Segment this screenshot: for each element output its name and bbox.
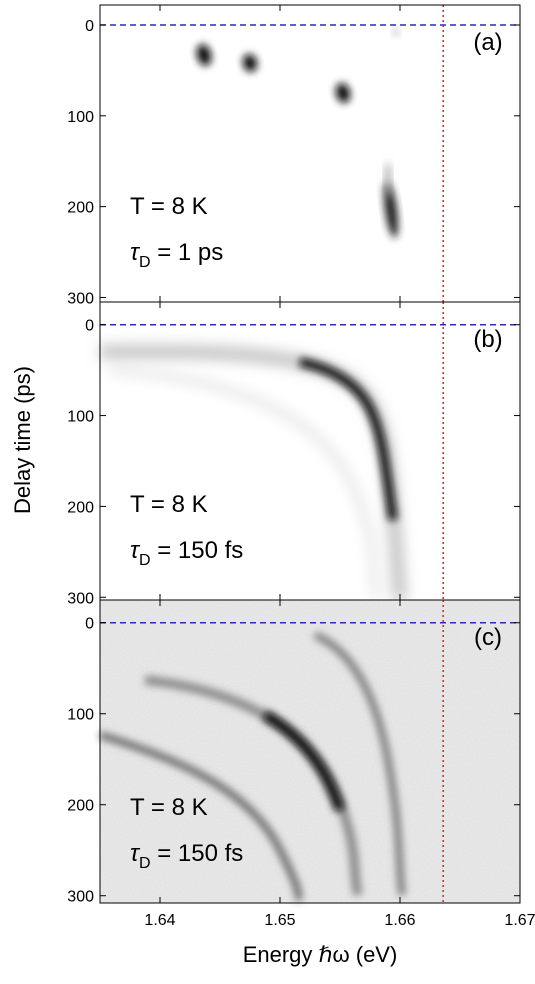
tau-subscript: D bbox=[139, 855, 151, 872]
panel-label: (a) bbox=[473, 29, 502, 56]
x-tick-label: 1.64 bbox=[144, 912, 175, 929]
x-axis-title: Energy ℏω (eV) bbox=[243, 942, 398, 967]
intensity-band bbox=[109, 367, 381, 601]
y-tick-label: 300 bbox=[67, 290, 94, 307]
panel: 0 100 200 300 1.64 1.65 1.66 1.67 (c) T = 8 K τD =… bbox=[67, 599, 535, 967]
y-tick-label: 100 bbox=[67, 109, 94, 126]
tau-value: = 150 fs bbox=[151, 840, 244, 867]
plot-area bbox=[100, 5, 520, 302]
x-tick-label: 1.66 bbox=[384, 912, 415, 929]
y-tick-label: 100 bbox=[67, 707, 94, 724]
intensity-band bbox=[299, 357, 398, 521]
x-tick-label: 1.67 bbox=[504, 912, 535, 929]
y-tick-label: 300 bbox=[67, 590, 94, 607]
temperature-label: T = 8 K bbox=[130, 491, 208, 518]
temperature-label: T = 8 K bbox=[130, 794, 208, 821]
intensity-spot bbox=[196, 44, 212, 66]
tau-value: = 1 ps bbox=[151, 239, 224, 266]
intensity-spot bbox=[335, 83, 351, 103]
decay-time-label: τD = 1 ps bbox=[130, 239, 223, 271]
tau-symbol: τ bbox=[130, 840, 141, 867]
intensity-spot bbox=[385, 162, 391, 198]
tau-symbol: τ bbox=[130, 239, 141, 266]
y-tick-label: 0 bbox=[85, 18, 94, 35]
tau-subscript: D bbox=[139, 254, 151, 271]
panel-label: (c) bbox=[474, 624, 502, 651]
temperature-label: T = 8 K bbox=[130, 193, 208, 220]
intensity-band bbox=[313, 631, 406, 896]
intensity-spot bbox=[242, 54, 258, 72]
tau-value: = 150 fs bbox=[151, 537, 244, 564]
x-tick-label: 1.65 bbox=[264, 912, 295, 929]
tau-symbol: τ bbox=[130, 537, 141, 564]
y-tick-label: 200 bbox=[67, 798, 94, 815]
y-tick-label: 100 bbox=[67, 409, 94, 426]
intensity-band bbox=[262, 710, 345, 812]
y-tick-label: 0 bbox=[85, 616, 94, 633]
y-tick-label: 300 bbox=[67, 889, 94, 906]
intensity-spot bbox=[393, 28, 399, 36]
frame bbox=[99, 599, 521, 904]
panel: 0 100 200 300 (b) T = 8 K τD = 150 fs Delay tim… bbox=[10, 301, 521, 607]
decay-time-label: τD = 150 fs bbox=[130, 537, 243, 569]
y-axis-title: Delay time (ps) bbox=[10, 366, 35, 514]
decay-time-label: τD = 150 fs bbox=[130, 840, 243, 872]
panel-label: (b) bbox=[473, 326, 502, 353]
panel: 0 100 200 300 (a) T = 8 K τD = 1 ps bbox=[67, 4, 521, 307]
y-tick-label: 200 bbox=[67, 200, 94, 217]
intensity-band bbox=[98, 731, 304, 902]
y-tick-label: 0 bbox=[85, 318, 94, 335]
tau-subscript: D bbox=[139, 552, 151, 569]
y-tick-label: 200 bbox=[67, 499, 94, 516]
